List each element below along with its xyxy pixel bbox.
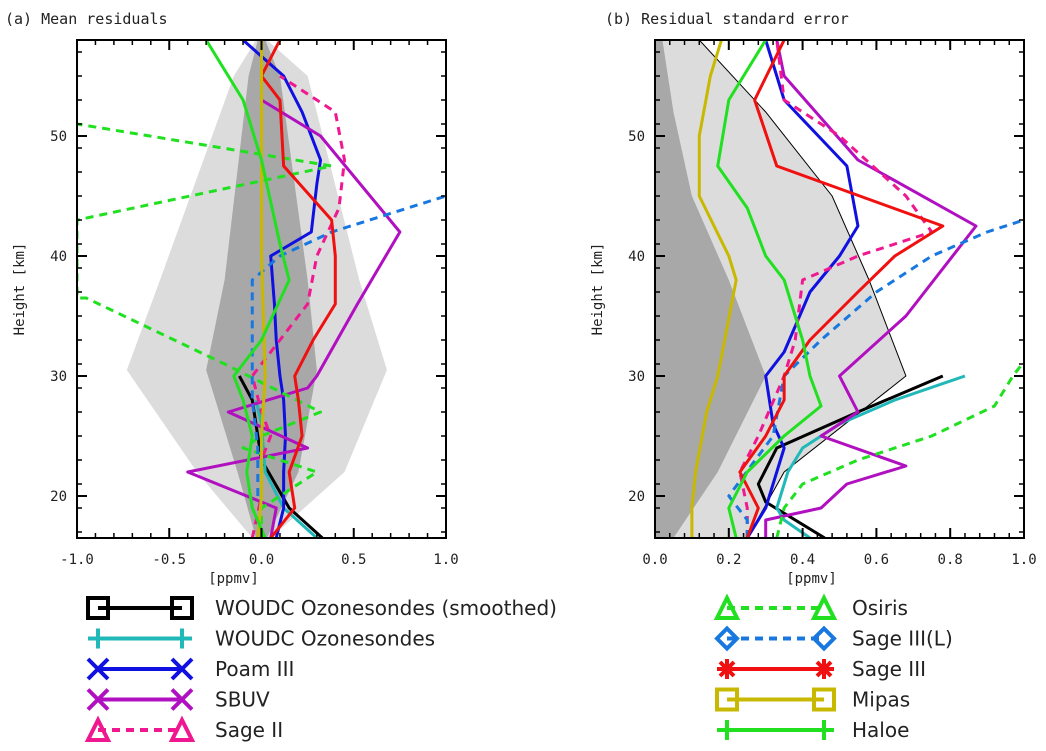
series-woudc-ozonesondes (254, 399, 318, 538)
x-tick-label: 0.6 (864, 552, 889, 568)
legend-marker-triangle-icon (168, 715, 196, 742)
spread-band-inner (655, 40, 766, 538)
legend-label: Osiris (852, 596, 908, 620)
legend-item-poam-iii: Poam III (86, 657, 294, 681)
legend-marker-triangle-icon (713, 593, 741, 620)
series-osiris (77, 122, 334, 538)
y-axis-label: Height [km] (12, 243, 28, 336)
series-haloe (716, 40, 823, 538)
plot-area (77, 40, 446, 538)
series-haloe (204, 40, 291, 538)
x-tick-label: -0.5 (152, 552, 186, 568)
legend-item-osiris: Osiris (713, 593, 908, 620)
series-woudc-ozonesondes-smoothed (238, 375, 324, 538)
legend-item-sbuv: SBUV (86, 688, 270, 712)
legend-marker-plus-icon (88, 628, 108, 649)
y-tick-label: 50 (628, 129, 645, 145)
legend-marker-diamond-icon (811, 625, 837, 652)
legend-item-sage-ii: Sage II (84, 715, 283, 742)
legend-marker-x-icon (170, 657, 194, 681)
y-axis-label: Height [km] (590, 243, 606, 336)
legend-marker-square-icon (170, 596, 194, 620)
legend-item-sage-iii: Sage III (717, 657, 926, 681)
legend-marker-x-icon (86, 657, 110, 681)
y-tick-label: 20 (628, 489, 645, 505)
legend-marker-square-icon (812, 687, 836, 712)
legend-marker-plus-icon (814, 720, 834, 740)
x-tick-label: 0.8 (938, 552, 963, 568)
legend-marker-square-icon (86, 596, 110, 620)
legend-item-haloe: Haloe (717, 718, 909, 742)
legend-label: Haloe (852, 718, 909, 742)
x-tick-label: 0.5 (341, 552, 366, 568)
legend-item-woudc-ozonesondes-smoothed: WOUDC Ozonesondes (smoothed) (86, 596, 557, 620)
plot-frame (654, 39, 1025, 539)
x-tick-label: 0.4 (790, 552, 815, 568)
legend-label: Poam III (215, 657, 294, 681)
x-tick-label: 0.0 (249, 552, 274, 568)
plot-area (655, 40, 1024, 538)
y-tick-label: 40 (50, 249, 67, 265)
legend-item-mipas: Mipas (715, 687, 910, 712)
y-tick-label: 30 (628, 369, 645, 385)
panel-title: (b) Residual standard error (605, 10, 849, 28)
legend-marker-triangle-icon (810, 593, 838, 620)
x-tick-label: 0.2 (716, 552, 741, 568)
y-tick-label: 40 (628, 249, 645, 265)
series-sage-iii (260, 40, 337, 538)
legend-label: SBUV (215, 688, 270, 712)
legend-item-sage-iii-l: Sage III(L) (714, 625, 953, 652)
legend-marker-plus-icon (172, 628, 192, 649)
series-sbuv (764, 40, 978, 538)
legend: WOUDC Ozonesondes (smoothed) WOUDC Ozones… (84, 593, 953, 742)
x-axis-label: [ppmv] (786, 571, 837, 587)
series-mipas (256, 40, 267, 538)
legend-label: WOUDC Ozonesondes (215, 627, 435, 651)
series-sage-ii (738, 40, 934, 538)
x-axis-label: [ppmv] (208, 571, 259, 587)
series-sage-iii (738, 40, 945, 538)
legend-label: Sage III (852, 657, 926, 681)
legend-marker-square-icon (715, 687, 739, 712)
series-sage-iii-l (727, 218, 1024, 538)
series-sbuv (186, 98, 402, 538)
legend-label: Sage II (215, 718, 283, 742)
y-tick-label: 50 (50, 129, 67, 145)
y-tick-label: 30 (50, 369, 67, 385)
x-tick-label: -1.0 (60, 552, 94, 568)
panel-mean-residuals: -1.0 -0.5 0.0 0.5 1.0 20 30 40 50 (a) Mean residu… (5, 10, 459, 587)
x-tick-label: 1.0 (433, 552, 458, 568)
legend-item-woudc-ozonesondes: WOUDC Ozonesondes (88, 627, 435, 651)
x-tick-label: 0.0 (642, 552, 667, 568)
series-mipas (690, 40, 738, 538)
legend-marker-triangle-icon (84, 715, 112, 742)
legend-marker-diamond-icon (714, 625, 740, 652)
legend-marker-x-icon (86, 688, 110, 711)
series-osiris (775, 360, 1024, 538)
legend-label: WOUDC Ozonesondes (smoothed) (215, 596, 557, 620)
legend-marker-asterisk-icon (717, 659, 737, 679)
legend-marker-x-icon (170, 688, 194, 711)
legend-label: Mipas (852, 688, 910, 712)
series-sage-ii (250, 74, 347, 538)
panel-title: (a) Mean residuals (5, 10, 168, 28)
x-tick-label: 1.0 (1011, 552, 1036, 568)
legend-label: Sage III(L) (852, 627, 953, 651)
panel-residual-standard-error: 0.0 0.2 0.4 0.6 0.8 1.0 20 30 40 50 (b) Residual s… (590, 10, 1037, 587)
y-tick-label: 20 (50, 489, 67, 505)
legend-marker-asterisk-icon (814, 659, 834, 679)
legend-marker-plus-icon (717, 720, 737, 740)
